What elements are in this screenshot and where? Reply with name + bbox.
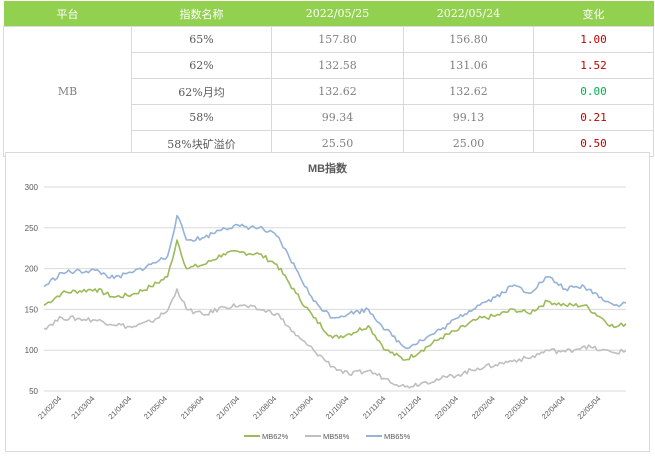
value-date-1-cell: 157.80 [271,26,404,53]
x-tick-label: 21/08/04 [251,394,278,421]
table-row: 62% 132.58 131.06 1.52 [4,52,654,79]
value-date-2-cell: 99.13 [403,104,534,131]
x-tick-label: 21/07/04 [214,394,241,421]
chart-title: MB指数 [308,161,348,175]
x-tick-label: 22/01/04 [433,394,460,421]
value-date-1-cell: 132.58 [271,52,404,79]
x-tick-label: 22/02/04 [470,394,497,421]
x-tick-label: 21/03/04 [69,394,96,421]
x-tick-label: 22/03/04 [503,394,530,421]
legend-label: MB65% [384,432,411,441]
x-tick-label: 22/05/04 [575,394,602,421]
change-cell: 0.21 [533,104,654,131]
change-cell: 1.52 [533,52,654,79]
change-cell: 1.00 [533,26,654,53]
change-cell: 0.00 [533,78,654,105]
x-tick-label: 21/04/04 [106,394,133,421]
y-tick-label: 200 [25,265,39,274]
index-name-cell: 62% [131,52,272,79]
series-line-mb65 [43,214,627,350]
header-change: 变化 [533,1,654,27]
line-chart: MB指数 50 100 150 200 250 300 21/02/04 21/03/04 2… [25,161,627,441]
y-tick-label: 150 [25,305,39,314]
table-row: MB 65% 157.80 156.80 1.00 [3,26,654,157]
series-line-mb58 [43,288,627,389]
table-header-row: 平台 指数名称 2022/05/25 2022/05/24 变化 [3,1,654,27]
value-date-2-cell: 156.80 [403,26,534,53]
series-line-mb62 [43,239,627,361]
chart-container: MB指数 50 100 150 200 250 300 21/02/04 21/03/04 2… [5,152,650,452]
index-name-cell: 62%月均 [131,78,272,105]
legend-label: MB62% [262,432,289,441]
x-tick-label: 22/04/04 [540,394,567,421]
value-date-1-cell: 99.34 [271,104,404,131]
table-row: 58% 99.34 99.13 0.21 [4,104,654,131]
index-name-cell: 58% [131,104,272,131]
x-tick-label: 21/11/04 [361,394,388,421]
price-table: 平台 指数名称 2022/05/25 2022/05/24 变化 MB 65% 15… [3,1,654,157]
x-tick-label: 21/02/04 [36,394,63,421]
table-row: 62%月均 132.62 132.62 0.00 [4,78,654,105]
x-tick-label: 21/10/04 [324,394,351,421]
legend-label: MB58% [323,432,350,441]
x-tick-label: 21/06/04 [179,394,206,421]
value-date-2-cell: 132.62 [403,78,534,105]
header-index-name: 指数名称 [131,1,272,27]
header-date-2: 2022/05/24 [403,1,534,27]
value-date-2-cell: 131.06 [403,52,534,79]
platform-cell: MB [3,26,132,157]
x-tick-label: 21/05/04 [142,394,169,421]
y-tick-label: 100 [25,346,39,355]
x-tick-label: 21/12/04 [396,394,423,421]
header-date-1: 2022/05/25 [271,1,404,27]
y-tick-label: 300 [25,183,39,192]
header-platform: 平台 [3,1,132,27]
value-date-1-cell: 132.62 [271,78,404,105]
y-tick-label: 250 [25,224,39,233]
y-tick-label: 50 [29,387,38,396]
x-tick-label: 21/09/04 [288,394,315,421]
index-name-cell: 65% [131,26,272,53]
